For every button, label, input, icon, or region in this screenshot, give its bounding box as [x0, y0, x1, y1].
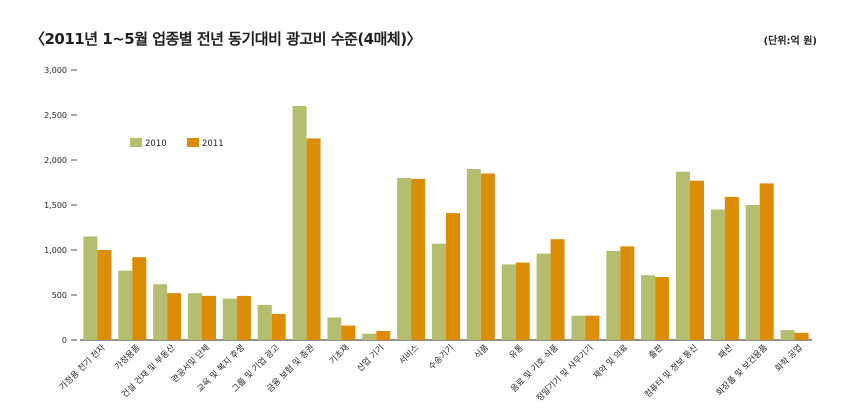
y-tick-label: 3,000 [44, 66, 67, 75]
bar-2010 [571, 315, 586, 340]
category-label: 식품 [473, 343, 491, 361]
bar-2011 [585, 315, 600, 340]
bar-2010 [188, 293, 202, 340]
bar-2010 [606, 250, 621, 340]
bar-2010 [641, 275, 656, 340]
bar-2011 [620, 246, 635, 340]
bar-2011 [759, 183, 774, 340]
category-label: 정밀기기 및 사무기기 [534, 342, 595, 403]
chart-title: 〈2011년 1~5월 업종별 전년 동기대비 광고비 수준(4매체)〉 [30, 30, 422, 48]
bar-2010 [432, 243, 446, 340]
bar-2010 [222, 298, 237, 340]
bar-2010 [397, 178, 412, 340]
category-label: 패션 [716, 342, 735, 361]
legend-swatch-2011 [187, 138, 199, 147]
y-tick-label: 0 [62, 336, 67, 345]
bar-2011 [411, 178, 426, 340]
bar-2011 [480, 173, 495, 340]
bar-2011 [515, 262, 530, 340]
y-tick-label: 2,000 [44, 156, 67, 165]
bar-2011 [690, 180, 704, 340]
bar-2010 [292, 106, 307, 340]
chart-bars [83, 106, 809, 340]
category-label: 서비스 [398, 343, 422, 367]
category-label: 출판 [646, 342, 665, 361]
bar-2010 [536, 253, 551, 340]
legend-label-2010: 2010 [145, 139, 167, 149]
bar-2011 [550, 239, 565, 340]
bar-2011 [132, 257, 147, 340]
bar-2011 [306, 138, 321, 340]
bar-2011 [376, 331, 391, 340]
category-label: 유통 [508, 343, 526, 361]
unit-label: (단위:억 원) [763, 36, 817, 47]
category-label: 기초재 [328, 343, 352, 367]
legend-label-2011: 2011 [202, 139, 224, 149]
bar-2011 [271, 313, 286, 340]
legend-swatch-2010 [130, 138, 142, 147]
bar-2011 [167, 293, 182, 340]
bar-2011 [202, 295, 216, 340]
category-label: 가정용품 [113, 342, 143, 372]
bar-2010 [676, 171, 690, 340]
category-label: 가정용 전기 전자 [57, 342, 107, 392]
bar-2010 [257, 304, 272, 340]
category-label: 수송기기 [427, 343, 456, 372]
bar-2010 [780, 330, 795, 340]
bar-2011 [97, 250, 112, 340]
bar-2010 [362, 333, 377, 340]
bar-2010 [745, 205, 760, 340]
y-tick-label: 1,500 [44, 201, 67, 210]
category-label: 제약 및 의료 [591, 342, 630, 381]
bar-2011 [724, 196, 739, 340]
bar-2011 [341, 325, 356, 340]
bar-2010 [501, 264, 516, 340]
category-label: 산업 기기 [355, 342, 387, 374]
y-tick-label: 2,500 [44, 111, 67, 120]
bar-2011 [236, 295, 251, 340]
bar-2011 [794, 332, 809, 340]
bar-2010 [466, 169, 481, 340]
y-tick-label: 500 [52, 291, 67, 300]
bar-2010 [327, 317, 342, 340]
bar-2011 [655, 277, 670, 340]
chart-legend: 2010 2011 [130, 138, 224, 149]
bar-2010 [153, 284, 168, 340]
bar-2010 [118, 270, 133, 340]
bar-2010 [710, 209, 725, 340]
bar-2010 [83, 236, 98, 340]
bar-2011 [446, 213, 460, 340]
y-tick-label: 1,000 [44, 246, 67, 255]
category-label: 화학 공업 [773, 342, 805, 374]
